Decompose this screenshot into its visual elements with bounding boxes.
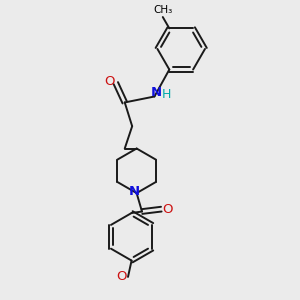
Text: CH₃: CH₃ [153, 4, 172, 15]
Text: N: N [150, 86, 161, 99]
Text: O: O [116, 270, 127, 284]
Text: O: O [104, 75, 115, 88]
Text: N: N [129, 185, 140, 198]
Text: H: H [162, 88, 171, 100]
Text: O: O [162, 202, 172, 216]
